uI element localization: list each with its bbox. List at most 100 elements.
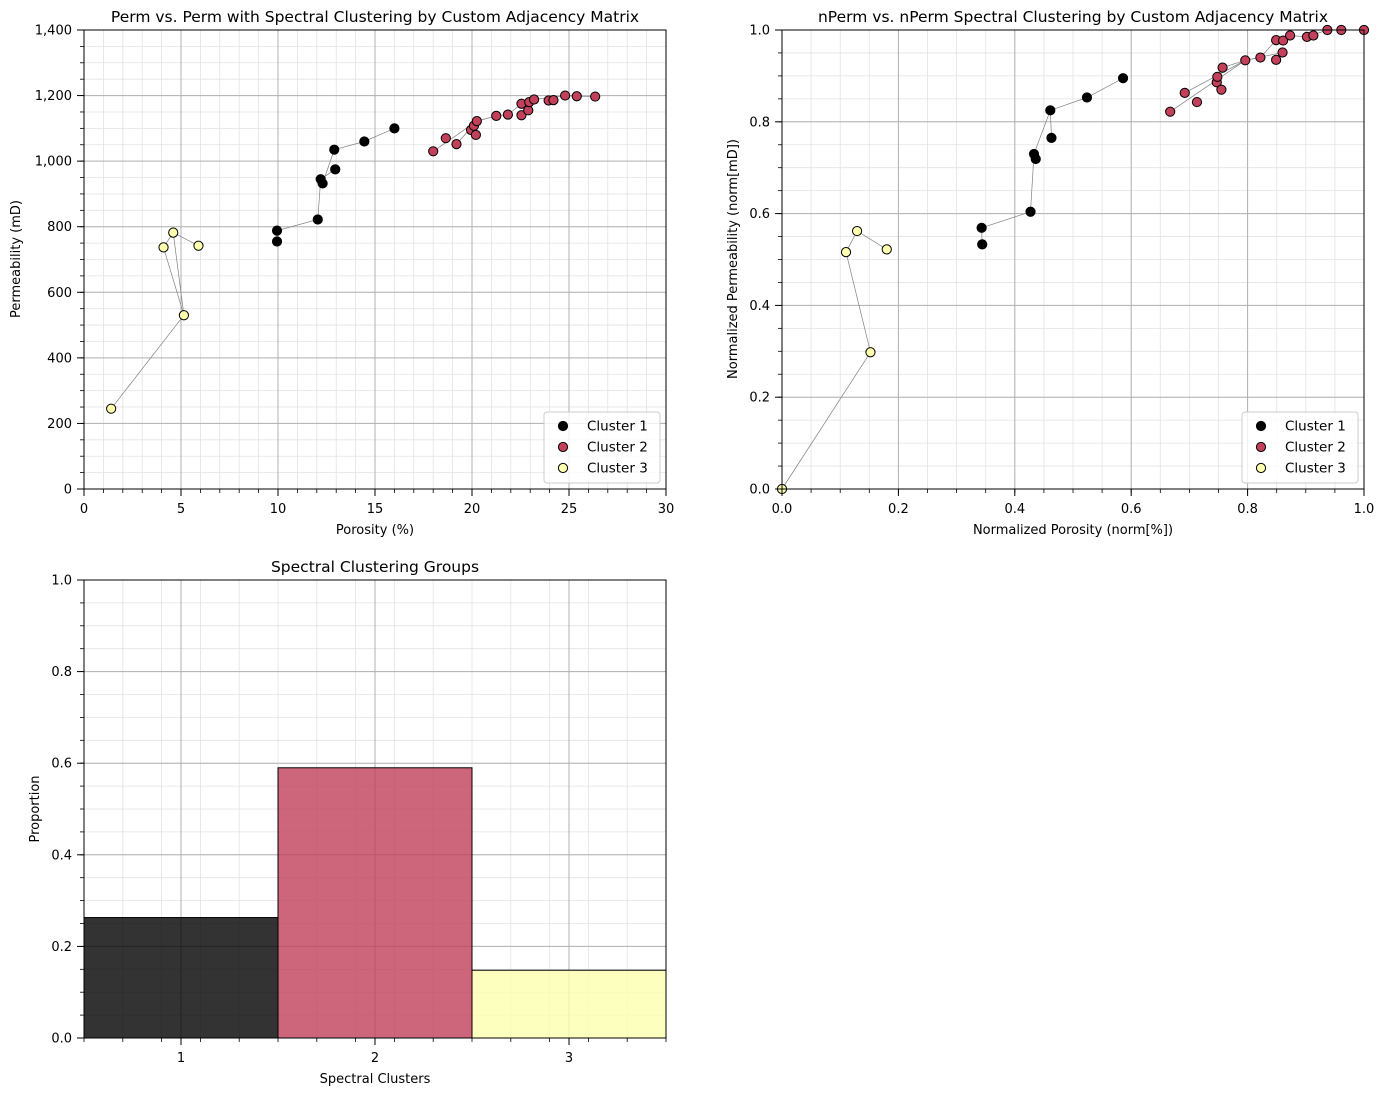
data-point — [451, 138, 462, 150]
y-tick-label: 1.0 — [749, 24, 770, 39]
data-point — [168, 227, 179, 238]
legend-marker — [557, 441, 569, 453]
data-point — [1191, 96, 1203, 108]
x-tick-label: 20 — [464, 502, 481, 517]
legend-marker — [1255, 420, 1267, 432]
x-tick-label: 0.8 — [1237, 502, 1258, 517]
data-point — [1216, 84, 1227, 95]
legend-label: Cluster 2 — [1285, 440, 1346, 456]
legend-label: Cluster 3 — [587, 461, 648, 477]
data-point — [1212, 71, 1223, 82]
series-cluster-1 — [976, 73, 1129, 250]
chart-spectral-groups: 1 2 3 0.0 0.2 0.4 0.6 0.8 1.0 Spectral Clusterin… — [28, 558, 667, 1087]
data-point — [528, 94, 540, 105]
data-point — [359, 136, 370, 147]
y-tick-label: 0 — [64, 483, 72, 498]
data-point — [840, 247, 852, 258]
y-tick-label: 400 — [47, 351, 72, 366]
data-point — [471, 116, 482, 127]
data-point — [330, 164, 341, 175]
data-point — [271, 225, 283, 236]
data-point — [428, 146, 439, 157]
x-tick-label: 25 — [561, 502, 578, 517]
x-tick-label: 0.4 — [1004, 502, 1025, 517]
data-point — [516, 110, 527, 121]
data-point — [158, 242, 169, 253]
x-tick-label: 1.0 — [1354, 502, 1375, 517]
data-point — [106, 403, 117, 414]
y-tick-label: 0.6 — [51, 757, 72, 772]
x-axis-label: Normalized Porosity (norm[%]) — [973, 523, 1173, 538]
x-tick-label: 3 — [565, 1051, 573, 1066]
data-point — [1278, 35, 1289, 46]
chart-title: Perm vs. Perm with Spectral Clustering b… — [111, 8, 639, 26]
legend-marker — [1255, 441, 1267, 453]
series-cluster-3 — [106, 227, 204, 414]
legend: Cluster 1 Cluster 2 Cluster 3 — [1241, 411, 1359, 484]
x-tick-label: 0.6 — [1121, 502, 1142, 517]
legend-label: Cluster 2 — [587, 440, 648, 456]
data-point — [317, 178, 328, 189]
data-point — [271, 236, 283, 247]
x-axis-label: Porosity (%) — [336, 523, 414, 538]
data-point — [1240, 55, 1251, 66]
y-tick-label: 800 — [47, 220, 72, 235]
y-tick-label: 0.8 — [749, 115, 770, 130]
series-cluster-2 — [1165, 24, 1370, 117]
chart-perm-vs-perm: 0 5 10 15 20 25 30 0 200 400 600 800 1,000 1,200 1,400… — [9, 8, 674, 538]
data-point — [178, 310, 190, 321]
bar-cluster-3 — [471, 969, 667, 1039]
y-axis-label: Normalized Permeability (norm[mD]) — [726, 139, 741, 379]
data-point — [1045, 105, 1056, 116]
data-point — [1046, 132, 1057, 143]
data-point — [1217, 62, 1228, 73]
y-tick-label: 0.4 — [749, 299, 770, 314]
y-axis-label: Permeability (mD) — [9, 200, 24, 318]
x-tick-label: 0.0 — [772, 502, 793, 517]
y-tick-label: 200 — [47, 417, 72, 432]
data-point — [1179, 87, 1190, 98]
chart-title: Spectral Clustering Groups — [271, 558, 479, 576]
legend-label: Cluster 1 — [1285, 419, 1346, 435]
x-tick-label: 1 — [177, 1051, 185, 1066]
legend-marker — [557, 462, 569, 474]
x-tick-label: 30 — [658, 502, 675, 517]
data-point — [977, 239, 988, 250]
data-point — [1117, 73, 1129, 84]
y-tick-label: 0.6 — [749, 207, 770, 222]
y-tick-label: 600 — [47, 286, 72, 301]
y-tick-label: 0.2 — [749, 391, 770, 406]
chart-nperm-vs-nperm: 0.0 0.2 0.4 0.6 0.8 1.0 0.0 0.2 0.4 0.6 0.8 1.0 nPe… — [726, 8, 1374, 538]
x-tick-label: 10 — [270, 502, 287, 517]
data-point — [1308, 30, 1319, 41]
x-tick-label: 15 — [367, 502, 384, 517]
bar-cluster-1 — [83, 917, 279, 1039]
y-tick-label: 0.2 — [51, 940, 72, 955]
connector-line — [172, 232, 185, 316]
series-cluster-2 — [428, 90, 601, 157]
y-axis-label: Proportion — [28, 775, 43, 842]
data-point — [389, 123, 400, 134]
data-point — [1271, 54, 1282, 65]
y-tick-label: 0.8 — [51, 665, 72, 680]
data-point — [1081, 92, 1093, 103]
y-tick-label: 0.0 — [749, 483, 770, 498]
bar-cluster-2 — [277, 767, 473, 1039]
data-point — [548, 95, 559, 106]
chart-title: nPerm vs. nPerm Spectral Clustering by C… — [818, 8, 1328, 26]
legend: Cluster 1 Cluster 2 Cluster 3 — [543, 411, 661, 484]
data-point — [1030, 153, 1041, 165]
x-tick-label: 2 — [371, 1051, 379, 1066]
data-point — [881, 244, 892, 255]
data-point — [560, 90, 571, 101]
y-tick-label: 0.0 — [51, 1032, 72, 1047]
data-point — [502, 109, 513, 120]
x-axis-label: Spectral Clusters — [320, 1072, 431, 1087]
legend-frame — [543, 411, 661, 484]
data-point — [590, 91, 601, 102]
data-point — [440, 133, 451, 144]
series-cluster-3 — [776, 225, 892, 495]
data-point — [1277, 47, 1288, 58]
data-point — [1284, 30, 1296, 41]
